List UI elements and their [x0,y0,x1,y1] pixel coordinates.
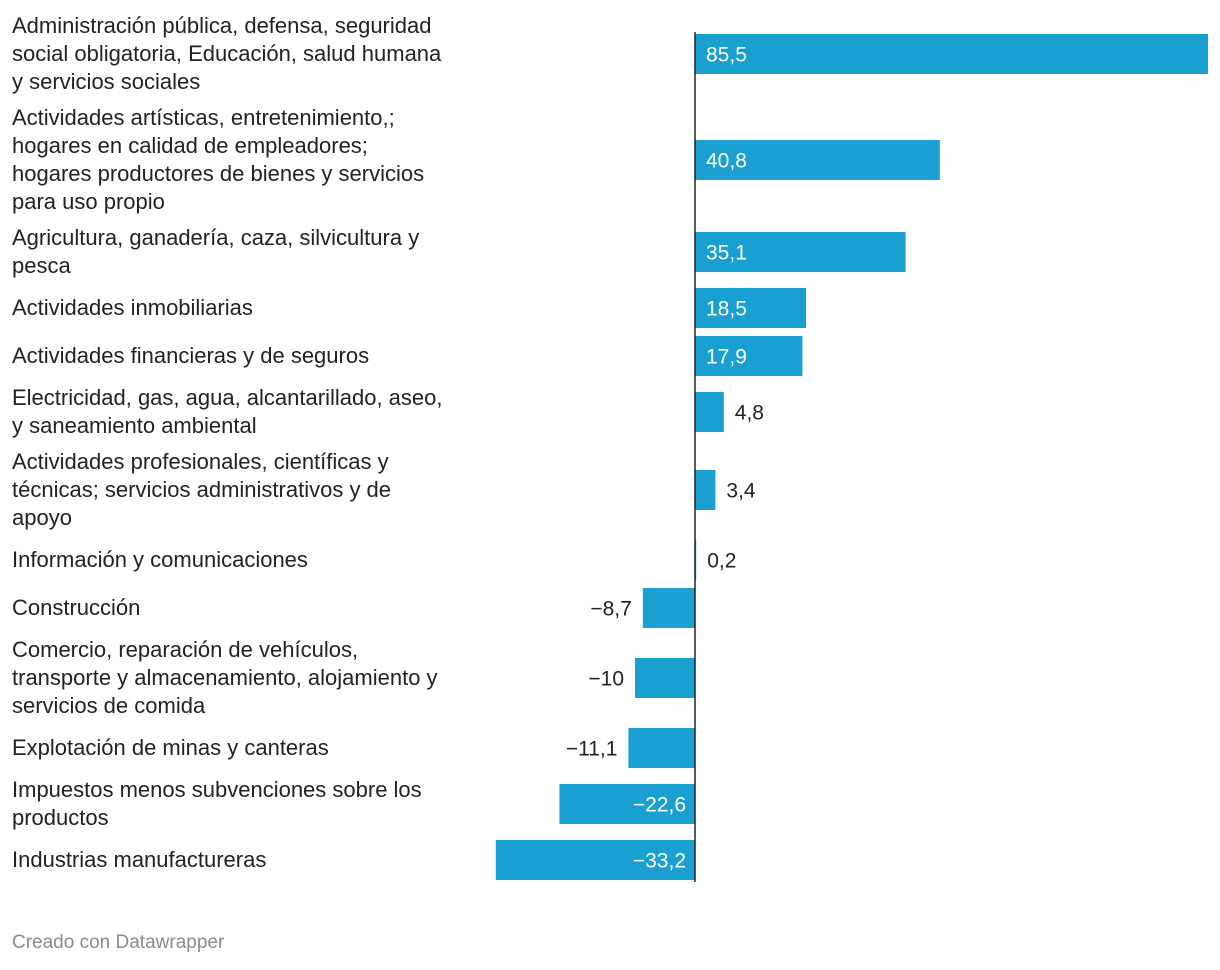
category-label-line: Explotación de minas y canteras [12,735,329,760]
bar-chart: Administración pública, defensa, segurid… [12,13,1208,882]
category-label-line: Administración pública, defensa, segurid… [12,13,431,38]
value-label: 17,9 [706,346,747,369]
bar [628,728,695,768]
credit-footer: Creado con Datawrapper [12,932,225,953]
value-label: 4,8 [735,402,764,425]
value-label: −10 [588,668,624,691]
bar [695,392,724,432]
bar [695,288,806,328]
category-label-line: social obligatoria, Educación, salud hum… [12,41,442,66]
category-label-line: técnicas; servicios administrativos y de [12,477,391,502]
category-label: Actividades inmobiliarias [12,295,253,320]
bar [695,34,1208,74]
category-label-line: productos [12,805,109,830]
category-label: Explotación de minas y canteras [12,735,329,760]
bar [695,470,716,510]
bar [642,588,695,628]
category-label-line: hogares en calidad de empleadores; [12,133,368,158]
category-label-line: Electricidad, gas, agua, alcantarillado,… [12,385,442,410]
category-label-line: Industrias manufactureras [12,847,266,872]
value-label: −22,6 [633,794,686,817]
category-label-line: servicios de comida [12,693,206,718]
category-label: Comercio, reparación de vehículos, transp… [12,637,438,718]
category-label-line: para uso propio [12,189,165,214]
category-label: Actividades financieras y de seguros [12,343,369,368]
value-label: −8,7 [590,598,631,621]
category-label: Administración pública, defensa, segurid… [12,13,442,94]
value-label: 35,1 [706,242,747,265]
category-label-line: transporte y almacenamiento, alojamiento… [12,665,438,690]
bar [495,840,695,880]
category-label: Construcción [12,595,140,620]
category-label-line: y servicios sociales [12,69,200,94]
category-label-line: apoyo [12,505,72,530]
category-label: Impuestos menos subvenciones sobre los pr… [12,777,422,830]
category-label: Actividades profesionales, científicas y… [12,449,391,530]
category-label-line: Comercio, reparación de vehículos, [12,637,358,662]
category-label: Electricidad, gas, agua, alcantarillado,… [12,385,442,438]
value-label: 3,4 [726,480,756,503]
category-label-line: Actividades financieras y de seguros [12,343,369,368]
category-label: Agricultura, ganadería, caza, silvicultu… [12,225,419,278]
category-label: Información y comunicaciones [12,547,308,572]
bar [635,658,695,698]
value-label: 18,5 [706,298,747,321]
bar [695,232,906,272]
bar [559,784,695,824]
bar [695,336,803,376]
value-label: −11,1 [566,738,618,761]
value-label: 0,2 [707,550,736,573]
category-label-line: Agricultura, ganadería, caza, silvicultu… [12,225,419,250]
category-label-line: Actividades artísticas, entretenimiento,… [12,105,395,130]
category-label-line: Información y comunicaciones [12,547,308,572]
category-label-line: Impuestos menos subvenciones sobre los [12,777,422,802]
category-label-line: hogares productores de bienes y servicio… [12,161,424,186]
category-label-line: Actividades inmobiliarias [12,295,253,320]
category-label-line: Actividades profesionales, científicas y [12,449,389,474]
value-label: 40,8 [706,150,747,173]
category-label: Industrias manufactureras [12,847,266,872]
bar [695,140,940,180]
category-label-line: pesca [12,253,71,278]
value-label: 85,5 [706,44,747,67]
value-label: −33,2 [633,850,686,873]
category-label: Actividades artísticas, entretenimiento,… [12,105,424,214]
category-label-line: Construcción [12,595,140,620]
category-label-line: y saneamiento ambiental [12,413,257,438]
